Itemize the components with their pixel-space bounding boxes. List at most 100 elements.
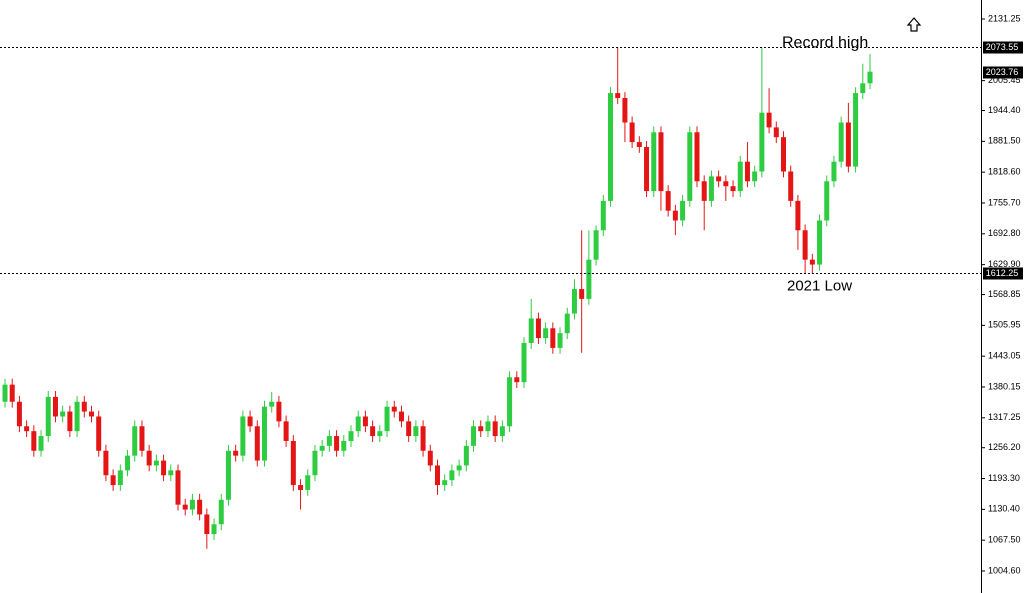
candle-body bbox=[730, 186, 736, 192]
current-price-label: 2023.76 bbox=[986, 67, 1019, 77]
candle-body bbox=[355, 416, 361, 432]
candle-body bbox=[161, 460, 167, 476]
candle-body bbox=[31, 431, 37, 451]
candle-body bbox=[550, 328, 556, 348]
candle-body bbox=[608, 93, 613, 201]
candle-body bbox=[824, 181, 830, 221]
candle-body bbox=[744, 161, 750, 182]
candle-body bbox=[867, 71, 873, 84]
candle-body bbox=[571, 289, 577, 314]
candle-body bbox=[435, 465, 440, 486]
candle-body bbox=[204, 514, 210, 535]
y-tick-label: 1881.50 bbox=[988, 136, 1021, 146]
candle-body bbox=[557, 333, 563, 348]
candle-body bbox=[153, 460, 159, 466]
candle-body bbox=[312, 450, 318, 476]
candle-body bbox=[766, 112, 772, 128]
y-tick-label: 2005.45 bbox=[988, 75, 1021, 85]
candle-body bbox=[773, 127, 779, 138]
candle-body bbox=[665, 191, 671, 211]
candle-body bbox=[622, 97, 628, 123]
candle-body bbox=[485, 421, 491, 432]
candle-body bbox=[81, 401, 87, 412]
y-tick-label: 1256.20 bbox=[988, 442, 1021, 452]
level-price-label: 1612.25 bbox=[986, 268, 1019, 278]
candle-body bbox=[499, 426, 505, 437]
level-price-label: 2073.55 bbox=[986, 42, 1019, 52]
candle-body bbox=[96, 416, 102, 451]
candle-body bbox=[406, 421, 412, 437]
candle-body bbox=[384, 406, 390, 432]
candle-body bbox=[175, 470, 181, 505]
candle-body bbox=[507, 377, 513, 427]
candle-body bbox=[262, 406, 267, 461]
candle-body bbox=[600, 200, 606, 231]
candle-body bbox=[334, 436, 340, 451]
candle-body bbox=[845, 122, 851, 167]
candle-body bbox=[427, 450, 433, 466]
price-box bbox=[983, 267, 1023, 280]
candle-body bbox=[218, 499, 224, 525]
candle-body bbox=[24, 426, 30, 432]
candle-body bbox=[233, 450, 239, 456]
candle-body bbox=[716, 176, 722, 182]
candle-body bbox=[197, 499, 203, 515]
candle-body bbox=[16, 401, 22, 427]
candle-body bbox=[449, 470, 455, 481]
candle-body bbox=[2, 384, 8, 402]
shift-icon[interactable] bbox=[906, 17, 922, 32]
candle-body bbox=[442, 480, 448, 486]
y-tick-label: 1505.95 bbox=[988, 320, 1021, 330]
candle-body bbox=[586, 259, 592, 299]
candle-body bbox=[463, 445, 469, 466]
candle-body bbox=[788, 171, 794, 201]
candle-body bbox=[60, 411, 66, 417]
candle-body bbox=[276, 401, 282, 422]
candle-body bbox=[326, 436, 332, 446]
y-tick-label: 1004.60 bbox=[988, 565, 1021, 575]
candle-body bbox=[240, 416, 246, 456]
y-tick-label: 1692.80 bbox=[988, 228, 1021, 238]
candle-body bbox=[492, 421, 498, 437]
y-tick-label: 1067.50 bbox=[988, 535, 1021, 545]
candle-body bbox=[45, 396, 51, 437]
candle-body bbox=[420, 426, 426, 451]
candle-body bbox=[52, 396, 58, 417]
candle-body bbox=[38, 436, 44, 451]
candle-body bbox=[535, 318, 541, 339]
candle-body bbox=[377, 431, 383, 437]
candle-body bbox=[319, 445, 325, 451]
y-tick-label: 1755.70 bbox=[988, 197, 1021, 207]
y-tick-label: 1629.90 bbox=[988, 259, 1021, 269]
annotation: Record high bbox=[782, 35, 868, 52]
candle-body bbox=[362, 416, 368, 427]
candle-body bbox=[132, 426, 138, 456]
candle-body bbox=[593, 230, 599, 260]
candle-body bbox=[146, 450, 152, 466]
candle-body bbox=[759, 112, 765, 172]
candle-body bbox=[413, 426, 419, 437]
y-tick-label: 1130.40 bbox=[988, 504, 1020, 514]
candle-body bbox=[795, 200, 801, 231]
candle-body bbox=[456, 465, 462, 471]
candle-body bbox=[521, 342, 527, 383]
candle-body bbox=[680, 200, 686, 221]
candle-body bbox=[290, 440, 296, 486]
candle-body bbox=[471, 426, 477, 446]
candle-body bbox=[651, 132, 657, 192]
price-box bbox=[983, 41, 1023, 54]
candle-body bbox=[708, 176, 714, 201]
candle-body bbox=[752, 171, 758, 182]
candle-body bbox=[370, 426, 376, 437]
candle-body bbox=[853, 93, 859, 167]
annotation: 2021 Low bbox=[787, 277, 852, 294]
candle-body bbox=[644, 146, 650, 192]
candle-body bbox=[139, 426, 145, 451]
candle-body bbox=[701, 181, 707, 201]
candle-body bbox=[341, 440, 347, 451]
y-tick-label: 1193.30 bbox=[988, 473, 1020, 483]
candle-body bbox=[809, 259, 815, 265]
candle-body bbox=[478, 426, 484, 432]
y-tick-label: 2131.25 bbox=[988, 13, 1021, 23]
